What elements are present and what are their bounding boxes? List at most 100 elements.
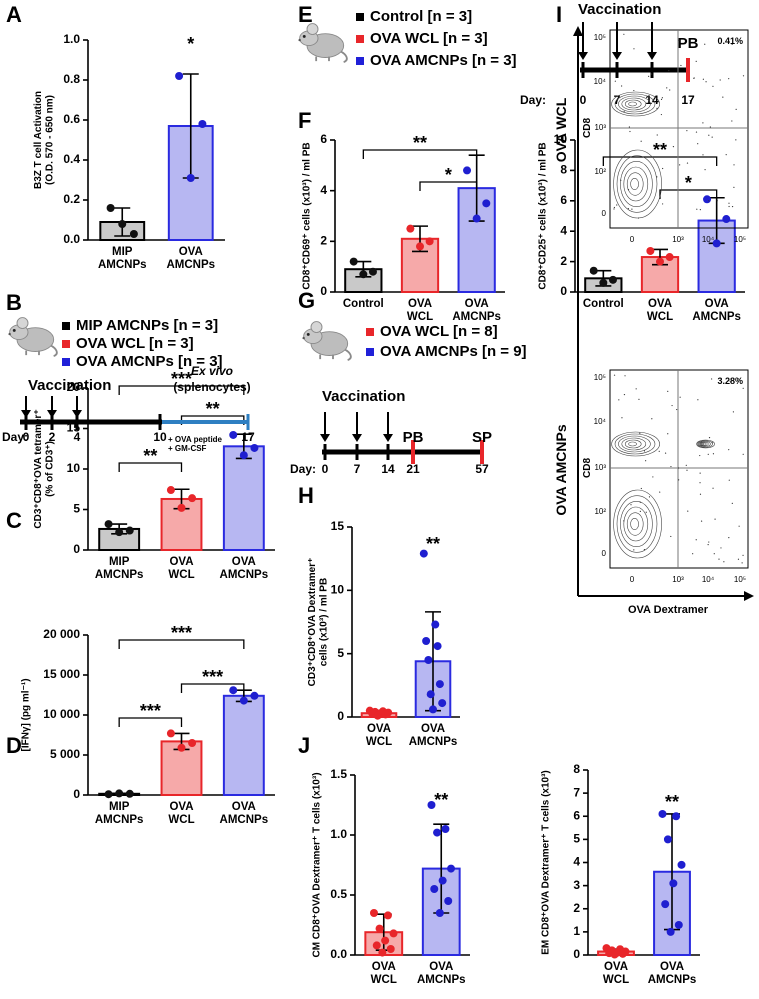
significance-label: ** bbox=[206, 399, 220, 419]
data-point bbox=[383, 911, 392, 920]
panel-label: J bbox=[298, 733, 310, 758]
event-dot bbox=[732, 411, 734, 413]
event-dot bbox=[712, 453, 715, 455]
x-tick-label: OVA AMCNPs bbox=[648, 961, 697, 986]
x-tick-label: Control bbox=[583, 298, 624, 310]
data-point bbox=[188, 739, 197, 747]
x-tick-label: OVA AMCNPs bbox=[166, 246, 215, 271]
x-tick-label: OVA WCL bbox=[168, 556, 194, 581]
event-dot bbox=[635, 388, 637, 390]
contour bbox=[698, 441, 711, 447]
data-point bbox=[435, 909, 444, 917]
data-point bbox=[482, 199, 491, 208]
x-tick-label: OVA WCL bbox=[647, 298, 673, 323]
day-label: 17 bbox=[241, 430, 255, 444]
contour bbox=[620, 501, 653, 547]
day-title: Day: bbox=[520, 93, 546, 107]
y-tick-label: 0.0 bbox=[330, 947, 347, 961]
event-dot bbox=[669, 89, 671, 91]
event-dot bbox=[699, 472, 701, 474]
significance-label: ** bbox=[653, 140, 667, 160]
event-dot bbox=[697, 143, 699, 145]
event-dot bbox=[728, 479, 730, 481]
x-tick-label: OVA AMCNPs bbox=[452, 298, 501, 323]
y-tick-label: 0 bbox=[320, 284, 327, 298]
day-label: 21 bbox=[406, 462, 420, 476]
event-dot bbox=[640, 140, 642, 142]
panel-label: G bbox=[298, 288, 315, 313]
contour bbox=[626, 512, 644, 536]
y-tick-label: 2 bbox=[573, 901, 580, 915]
event-dot bbox=[620, 179, 622, 181]
data-point bbox=[433, 828, 442, 837]
contour bbox=[630, 178, 639, 190]
data-point bbox=[610, 950, 619, 959]
event-dot bbox=[738, 525, 740, 527]
event-dot bbox=[660, 98, 663, 100]
y-tick-label: 3 bbox=[573, 878, 580, 892]
x-tick-label: MIP AMCNPs bbox=[98, 246, 147, 271]
data-point bbox=[429, 705, 437, 714]
y-tick-label: 0.5 bbox=[330, 887, 347, 901]
data-point bbox=[166, 486, 175, 495]
legend-label: OVA AMCNPs [n = 3] bbox=[370, 52, 517, 69]
day-label: 0 bbox=[23, 430, 30, 444]
sampling-label: PB bbox=[403, 429, 424, 446]
event-dot bbox=[613, 374, 616, 376]
event-dot bbox=[728, 537, 730, 539]
data-point bbox=[115, 528, 124, 537]
contour bbox=[613, 149, 662, 219]
contour bbox=[618, 95, 651, 113]
contour bbox=[697, 440, 713, 448]
contour bbox=[624, 99, 642, 109]
y-tick-label: 10 bbox=[554, 132, 568, 146]
event-dot bbox=[723, 561, 725, 563]
data-point bbox=[444, 897, 453, 905]
y-tick-label: 5 bbox=[73, 502, 80, 516]
data-point bbox=[438, 876, 447, 885]
flow-y-label: CD8 bbox=[582, 458, 593, 478]
x-tick-label: OVA AMCNPs bbox=[409, 723, 458, 748]
event-dot bbox=[623, 520, 625, 522]
x-tick-label: OVA AMCNPs bbox=[417, 961, 466, 986]
event-dot bbox=[705, 81, 707, 83]
data-point bbox=[381, 936, 390, 945]
data-point bbox=[368, 267, 377, 276]
flow-plot bbox=[609, 29, 749, 229]
y-tick-label: 5 000 bbox=[50, 747, 80, 761]
x-tick-label: OVA WCL bbox=[603, 961, 629, 986]
event-dot bbox=[666, 87, 668, 89]
event-dot bbox=[627, 189, 630, 191]
data-point bbox=[618, 949, 627, 958]
arrow-head bbox=[647, 52, 657, 60]
event-dot bbox=[667, 390, 669, 392]
data-point bbox=[703, 195, 712, 204]
event-dot bbox=[693, 77, 695, 79]
data-point bbox=[430, 885, 439, 893]
event-dot bbox=[708, 200, 710, 202]
data-point bbox=[375, 924, 384, 933]
contour bbox=[700, 443, 705, 445]
data-point bbox=[250, 691, 259, 700]
contour bbox=[616, 495, 658, 553]
contour bbox=[623, 166, 649, 202]
event-dot bbox=[720, 547, 722, 549]
significance-bracket bbox=[180, 683, 245, 693]
event-dot bbox=[711, 378, 713, 380]
data-point bbox=[406, 224, 415, 233]
significance-label: * bbox=[187, 34, 194, 54]
legend-label: OVA WCL [n = 3] bbox=[76, 335, 194, 352]
data-point bbox=[661, 900, 670, 909]
x-tick-label: OVA WCL bbox=[371, 961, 397, 986]
event-dot bbox=[618, 399, 620, 401]
data-point bbox=[186, 174, 195, 182]
arrow-head bbox=[744, 591, 754, 601]
data-point bbox=[426, 690, 435, 699]
data-point bbox=[665, 253, 674, 262]
legend-label: OVA WCL [n = 3] bbox=[370, 30, 488, 47]
event-dot bbox=[662, 203, 664, 205]
y-tick-label: 5 bbox=[337, 646, 344, 660]
data-point bbox=[422, 637, 431, 645]
panel-label: C bbox=[6, 508, 22, 533]
data-point bbox=[646, 246, 655, 255]
